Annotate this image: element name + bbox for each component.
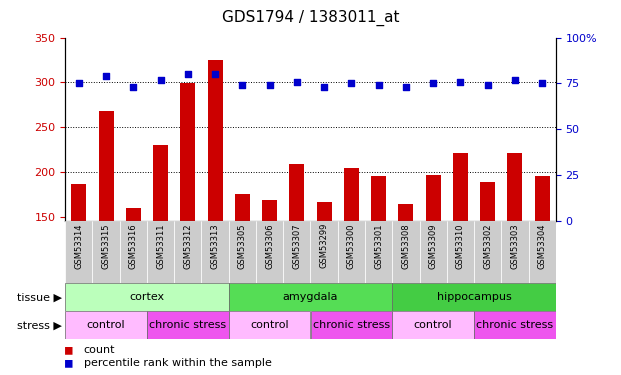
Bar — [338, 221, 365, 283]
Bar — [310, 311, 392, 339]
Point — [129, 84, 138, 90]
Text: chronic stress: chronic stress — [149, 320, 227, 330]
Text: hippocampus: hippocampus — [437, 292, 512, 302]
Bar — [256, 221, 283, 283]
Point — [347, 81, 356, 87]
Bar — [399, 204, 414, 221]
Bar — [474, 311, 556, 339]
Text: GSM53310: GSM53310 — [456, 223, 465, 268]
Text: GSM53306: GSM53306 — [265, 223, 274, 269]
Text: GSM53299: GSM53299 — [320, 223, 329, 268]
Bar — [344, 168, 359, 221]
Bar — [201, 221, 229, 283]
Point — [455, 79, 465, 85]
Text: GSM53308: GSM53308 — [401, 223, 410, 269]
Bar — [535, 176, 550, 221]
Text: GSM53304: GSM53304 — [538, 223, 546, 268]
Text: GSM53316: GSM53316 — [129, 223, 138, 269]
Text: GSM53305: GSM53305 — [238, 223, 247, 268]
Bar — [501, 221, 528, 283]
Text: chronic stress: chronic stress — [313, 320, 390, 330]
Text: GSM53312: GSM53312 — [183, 223, 193, 268]
Text: GDS1794 / 1383011_at: GDS1794 / 1383011_at — [222, 10, 399, 26]
Point — [101, 73, 111, 79]
Bar — [147, 221, 175, 283]
Bar — [392, 311, 474, 339]
Bar — [446, 221, 474, 283]
Bar — [229, 221, 256, 283]
Point — [74, 81, 84, 87]
Bar — [126, 208, 141, 221]
Bar — [99, 111, 114, 221]
Text: GSM53300: GSM53300 — [347, 223, 356, 268]
Text: ■: ■ — [65, 356, 73, 369]
Bar — [65, 311, 147, 339]
Text: control: control — [87, 320, 125, 330]
Bar — [120, 221, 147, 283]
Point — [183, 71, 193, 77]
Bar — [65, 221, 93, 283]
Point — [210, 71, 220, 77]
Bar — [65, 283, 229, 311]
Text: ■: ■ — [65, 343, 73, 356]
Text: amygdala: amygdala — [283, 292, 338, 302]
Bar — [507, 153, 522, 221]
Bar — [175, 221, 201, 283]
Bar — [289, 164, 304, 221]
Point — [483, 82, 492, 88]
Text: GSM53313: GSM53313 — [211, 223, 220, 269]
Point — [510, 77, 520, 83]
Bar — [392, 221, 420, 283]
Bar — [229, 311, 310, 339]
Text: GSM53303: GSM53303 — [510, 223, 519, 269]
Bar — [453, 153, 468, 221]
Point — [265, 82, 274, 88]
Bar — [317, 201, 332, 221]
Point — [537, 81, 547, 87]
Text: count: count — [84, 345, 116, 355]
Bar — [528, 221, 556, 283]
Text: stress ▶: stress ▶ — [17, 320, 62, 330]
Bar — [93, 221, 120, 283]
Text: cortex: cortex — [129, 292, 165, 302]
Bar — [310, 221, 338, 283]
Text: control: control — [250, 320, 289, 330]
Point — [428, 81, 438, 87]
Text: GSM53309: GSM53309 — [428, 223, 438, 268]
Bar — [392, 283, 556, 311]
Text: percentile rank within the sample: percentile rank within the sample — [84, 358, 272, 368]
Point — [156, 77, 166, 83]
Text: GSM53307: GSM53307 — [292, 223, 301, 269]
Bar — [71, 184, 86, 221]
Bar — [262, 200, 277, 221]
Bar — [420, 221, 446, 283]
Bar — [229, 283, 392, 311]
Text: GSM53302: GSM53302 — [483, 223, 492, 268]
Text: GSM53301: GSM53301 — [374, 223, 383, 268]
Text: control: control — [414, 320, 453, 330]
Bar — [153, 145, 168, 221]
Text: chronic stress: chronic stress — [476, 320, 553, 330]
Bar — [235, 194, 250, 221]
Point — [292, 79, 302, 85]
Bar — [180, 83, 196, 221]
Bar — [425, 175, 441, 221]
Bar — [283, 221, 310, 283]
Bar — [147, 311, 229, 339]
Bar — [207, 60, 222, 221]
Bar — [480, 182, 495, 221]
Bar — [365, 221, 392, 283]
Bar — [474, 221, 501, 283]
Point — [374, 82, 384, 88]
Text: tissue ▶: tissue ▶ — [17, 292, 62, 302]
Text: GSM53315: GSM53315 — [102, 223, 111, 268]
Text: GSM53311: GSM53311 — [156, 223, 165, 268]
Bar — [371, 176, 386, 221]
Point — [401, 84, 411, 90]
Point — [237, 82, 247, 88]
Point — [319, 84, 329, 90]
Text: GSM53314: GSM53314 — [75, 223, 83, 268]
